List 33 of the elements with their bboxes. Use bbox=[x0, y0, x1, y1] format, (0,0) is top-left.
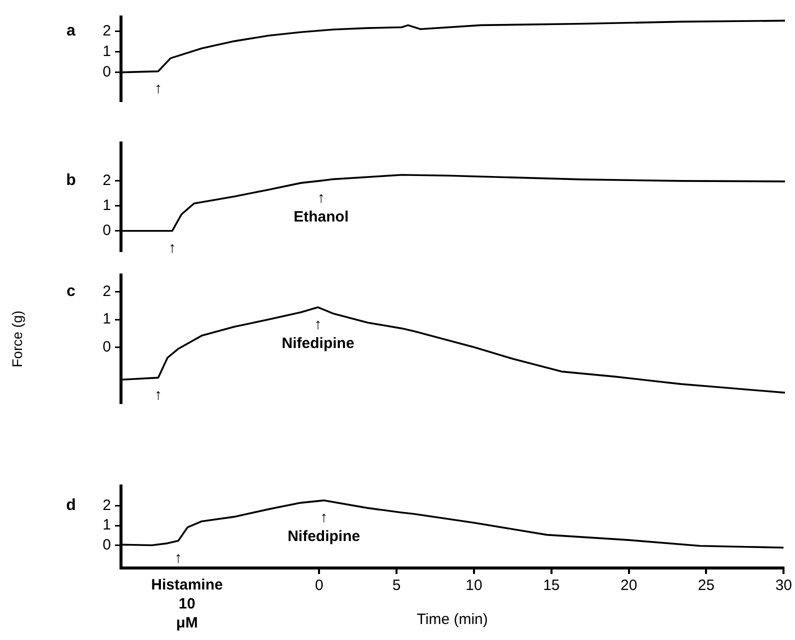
x-tick-label: 5 bbox=[392, 577, 401, 594]
y-tick-label: 2 bbox=[102, 496, 111, 514]
x-tick-label: 10 bbox=[466, 577, 482, 594]
x-tick-label: 0 bbox=[315, 577, 324, 594]
y-tick-label: 2 bbox=[102, 172, 111, 189]
y-tick-label: 1 bbox=[102, 42, 111, 60]
y-tick-label: 0 bbox=[102, 222, 111, 240]
y-tick-label: 0 bbox=[102, 338, 111, 356]
x-tick-label: 20 bbox=[620, 577, 638, 594]
y-tick-label: 1 bbox=[102, 310, 111, 328]
annotation: ↑ bbox=[174, 549, 182, 566]
text: Histamine 10 μM bbox=[151, 576, 223, 632]
text: c bbox=[66, 283, 76, 300]
y-tick-label: 0 bbox=[102, 63, 111, 80]
x-tick-label: 30 bbox=[775, 577, 792, 594]
annotation: ↑ Ethanol bbox=[294, 189, 349, 226]
y-axis-title: Force (g) bbox=[8, 310, 25, 368]
annotation: ↑ bbox=[168, 240, 176, 257]
text: d bbox=[66, 497, 76, 514]
x-tick-label: 25 bbox=[698, 577, 715, 594]
y-tick-label: 1 bbox=[102, 516, 111, 534]
chart-title: a bbox=[66, 22, 76, 40]
y-tick-label: 0 bbox=[102, 536, 111, 554]
y-tick-label: 2 bbox=[102, 22, 111, 40]
x-tick-label: 15 bbox=[543, 577, 560, 594]
annotation: ↑ Nifedipine bbox=[282, 316, 354, 352]
y-tick-label: 1 bbox=[102, 196, 111, 214]
x-axis-title: Time (min) bbox=[416, 611, 488, 628]
text: b bbox=[66, 172, 76, 190]
annotation: ↑ bbox=[154, 386, 162, 404]
y-tick-label: 2 bbox=[102, 282, 111, 300]
annotation: ↑ bbox=[154, 80, 162, 97]
annotation: ↑ Nifedipine bbox=[288, 509, 360, 546]
